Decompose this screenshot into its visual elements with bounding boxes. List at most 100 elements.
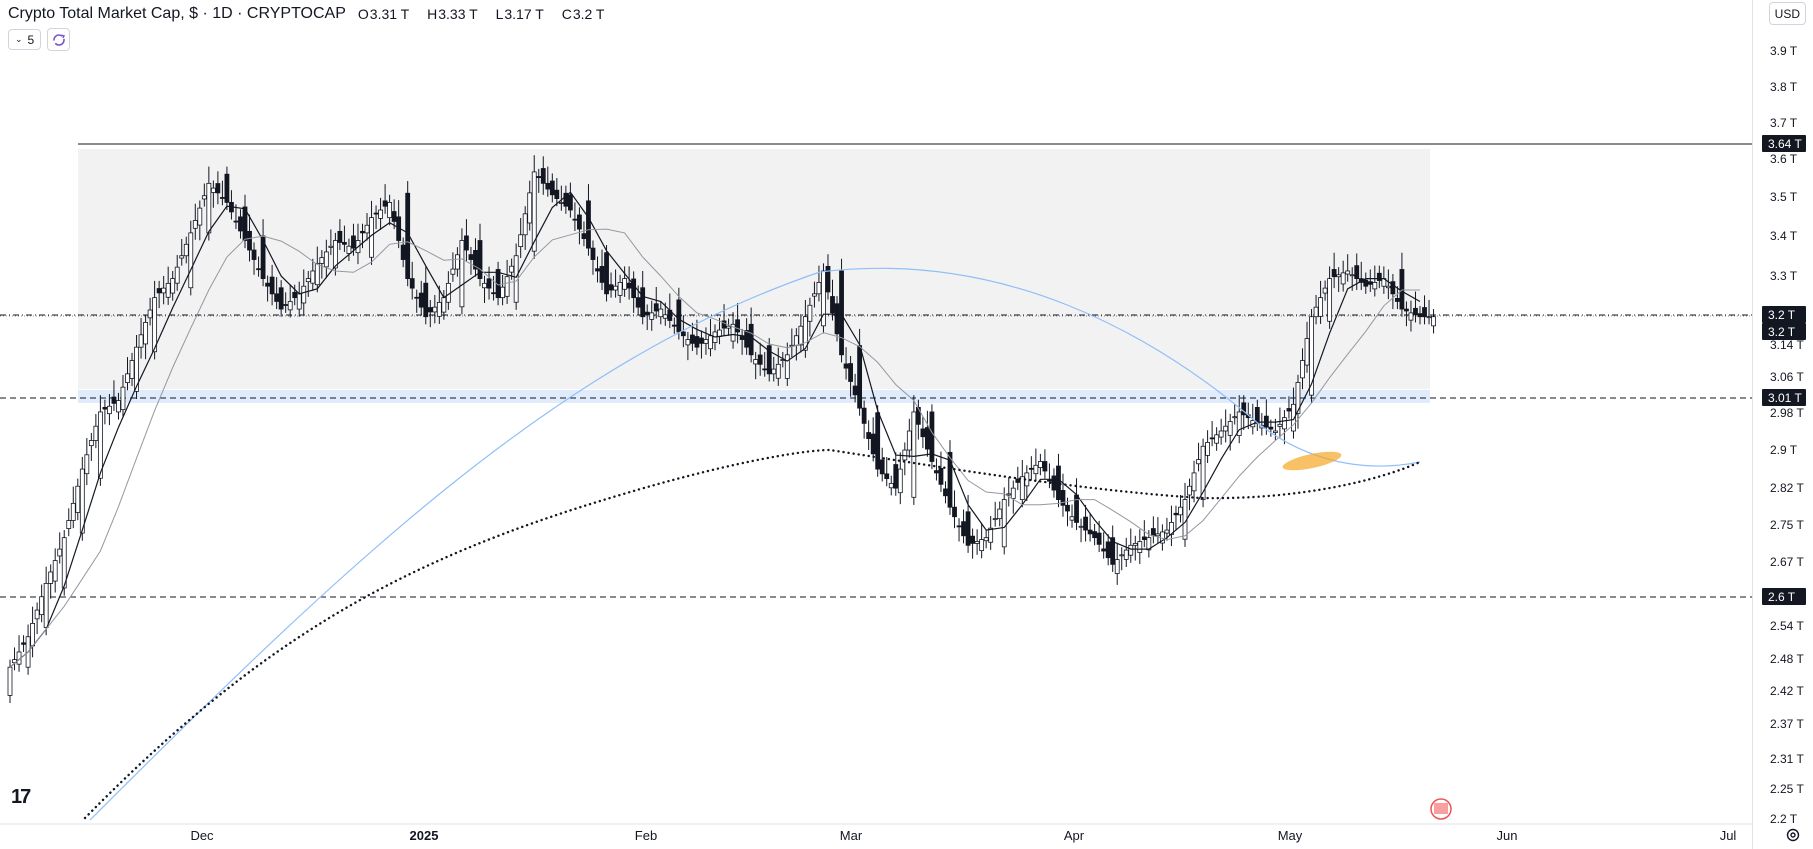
candle-up (911, 411, 917, 498)
candle-down (1101, 548, 1107, 552)
ma-long-line (89, 267, 1421, 821)
candle-down (423, 282, 429, 318)
candle-up (346, 245, 352, 254)
price-tick-label: 3.7 T (1770, 116, 1798, 130)
candle-up (482, 282, 487, 289)
candle-up (323, 251, 329, 268)
candle-down (572, 218, 578, 221)
candle-up (1318, 297, 1323, 317)
candle-up (730, 323, 736, 342)
candle-up (531, 171, 537, 252)
price-tick-label: 3.3 T (1770, 269, 1798, 283)
candle-down (825, 266, 831, 293)
candle-down (1390, 281, 1396, 295)
candle-up (188, 232, 194, 289)
high-value: 3.33 T (438, 6, 478, 22)
candle-up (979, 539, 985, 552)
candle-up (703, 339, 709, 344)
candle-up (30, 623, 35, 647)
candle-down (744, 330, 750, 348)
candle-up (1205, 442, 1210, 456)
chart-legend: Crypto Total Market Cap, $ · 1D · CRYPTO… (8, 4, 618, 24)
candle-down (920, 428, 926, 438)
candle-down (283, 304, 289, 306)
candle-up (1349, 274, 1355, 277)
candle-up (1191, 472, 1197, 492)
candle-down (1042, 461, 1048, 472)
candle-down (1413, 307, 1418, 316)
candle-down (540, 168, 546, 184)
candle-down (549, 180, 555, 196)
candle-up (518, 234, 524, 247)
currency-button[interactable]: USD (1768, 2, 1806, 25)
candle-down (1417, 313, 1423, 318)
candle-down (893, 464, 899, 489)
indicators-toggle[interactable]: ⌄ 5 (8, 29, 42, 50)
price-tick-label: 2.31 T (1770, 752, 1804, 766)
price-tick-label: 2.54 T (1770, 619, 1804, 633)
candle-down (220, 197, 225, 199)
price-badge-label: 2.6 T (1768, 590, 1796, 604)
candle-down (427, 307, 433, 313)
candle-down (595, 268, 600, 272)
candle-down (1422, 307, 1427, 318)
candle-down (351, 235, 356, 249)
us-flag-stripes (1434, 803, 1448, 814)
gear-icon[interactable] (1785, 827, 1801, 843)
candle-up (1295, 382, 1301, 414)
candle-up (902, 449, 908, 461)
candle-up (807, 304, 813, 322)
symbol-title[interactable]: Crypto Total Market Cap, $ · 1D · CRYPTO… (8, 5, 346, 22)
ma-dotted-line (83, 448, 1422, 820)
candle-up (88, 440, 94, 447)
refresh-button[interactable] (47, 28, 71, 51)
candle-up (305, 278, 311, 283)
candle-up (1336, 274, 1342, 278)
candle-up (1033, 464, 1039, 475)
candle-down (581, 233, 587, 239)
candle-up (287, 301, 293, 311)
price-badge (1762, 323, 1806, 340)
candle-down (925, 427, 930, 450)
candle-up (84, 454, 90, 475)
candle-up (147, 309, 153, 319)
candle-down (929, 411, 935, 462)
candle-up (455, 254, 460, 270)
candle-up (319, 257, 325, 264)
candle-down (735, 319, 740, 333)
candle-down (947, 451, 953, 508)
candle-down (1286, 408, 1292, 412)
candle-down (699, 337, 704, 344)
candle-down (545, 182, 551, 190)
candle-up (1277, 423, 1283, 427)
candle-down (1376, 272, 1382, 281)
candle-down (391, 211, 397, 222)
candle-down (1092, 531, 1098, 539)
candle-up (1069, 516, 1075, 521)
candle-up (39, 596, 45, 616)
price-tick-label: 2.98 T (1770, 406, 1804, 420)
highlight-marker (1282, 451, 1342, 471)
candle-down (956, 525, 962, 528)
candle-up (43, 583, 49, 628)
candle-down (418, 292, 424, 308)
candle-up (52, 560, 58, 582)
candle-up (1304, 338, 1310, 366)
price-tick-label: 2.37 T (1770, 717, 1804, 731)
low-label: L (495, 6, 504, 22)
candle-up (183, 243, 189, 257)
time-tick-label: Jun (1497, 828, 1518, 843)
candle-up (179, 255, 185, 259)
candle-down (843, 363, 849, 369)
open-value: 3.31 T (369, 6, 410, 22)
candle-up (161, 287, 167, 294)
candle-up (1322, 287, 1328, 294)
candle-down (762, 368, 768, 371)
candle-down (766, 345, 772, 375)
candle-down (1399, 269, 1405, 310)
price-badge (1762, 306, 1806, 323)
candle-up (296, 293, 302, 310)
candle-up (1291, 403, 1296, 432)
candle-down (256, 268, 261, 271)
